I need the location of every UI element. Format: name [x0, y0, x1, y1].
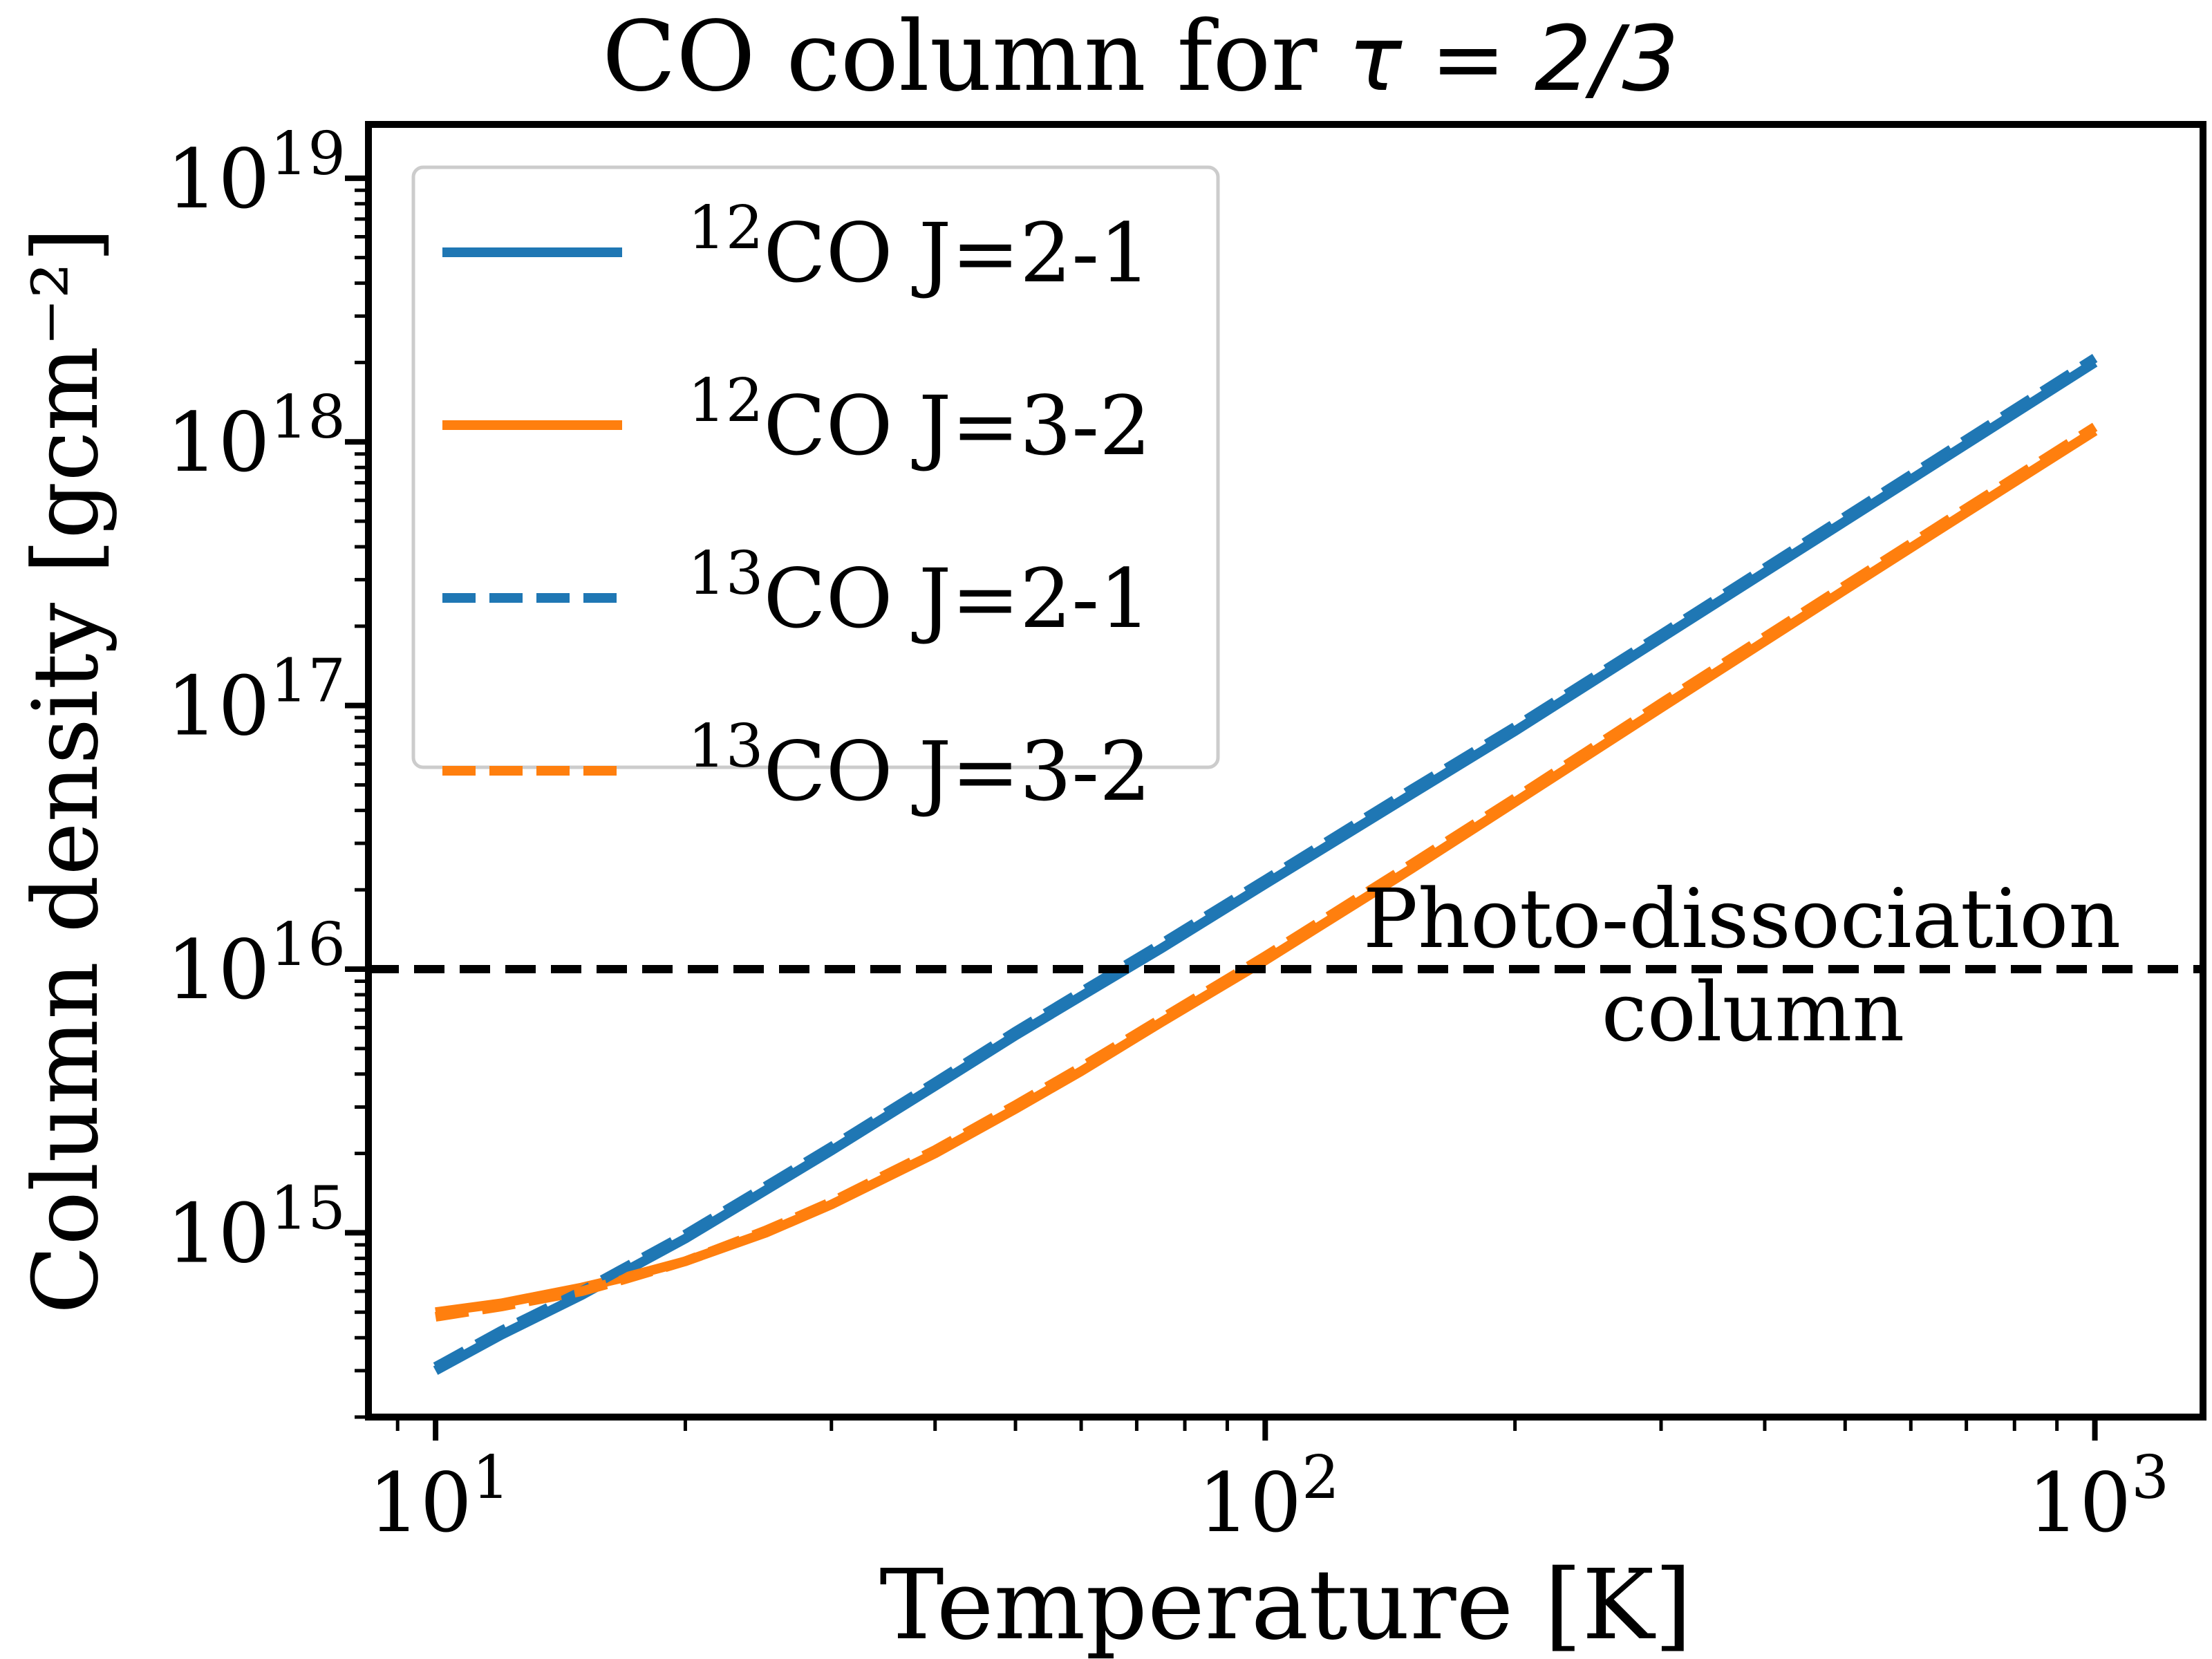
title-math: τ = 2/3 — [1348, 6, 1679, 111]
y-tick-label: 1017 — [166, 647, 346, 754]
x-tick-label-base: 10 — [368, 1455, 472, 1550]
y-tick-label-base: 10 — [166, 922, 270, 1018]
legend-label-isotope: 13 — [688, 712, 763, 781]
x-tick-label: 103 — [2027, 1443, 2169, 1550]
y-tick-label: 1016 — [166, 910, 346, 1018]
title-text: CO column for — [602, 1, 1348, 113]
x-tick-label: 101 — [368, 1443, 510, 1550]
x-tick-label-exponent: 1 — [472, 1443, 510, 1512]
chart-title: CO column for τ = 2/3 — [602, 1, 1679, 113]
legend-label-isotope: 12 — [688, 194, 763, 263]
x-tick-label-base: 10 — [2027, 1455, 2131, 1550]
legend-label-4: 13CO J=3-2 — [688, 712, 1151, 819]
y-tick-label-exponent: 18 — [270, 383, 346, 452]
x-axis-label: Temperature [K] — [879, 1549, 1692, 1659]
series-line-3 — [433, 353, 2098, 1371]
y-tick-label-exponent: 15 — [270, 1174, 346, 1243]
y-tick-label-base: 10 — [166, 1185, 270, 1281]
legend-label-2: 12CO J=3-2 — [688, 366, 1151, 474]
y-tick-label-base: 10 — [166, 131, 270, 227]
plot-frame — [365, 121, 2206, 1421]
x-tick-label-exponent: 2 — [1302, 1443, 1340, 1512]
y-tick-label-exponent: 19 — [270, 120, 346, 189]
legend-label-text: CO J=3-2 — [763, 724, 1151, 819]
series-line-4 — [435, 422, 2098, 1322]
legend-label-isotope: 12 — [688, 366, 763, 435]
legend-label-text: CO J=2-1 — [763, 205, 1151, 301]
annotation-line-1: Photo-dissociation — [1363, 871, 2121, 966]
annotation-line-2: column — [1602, 964, 1905, 1060]
y-tick-label-base: 10 — [166, 395, 270, 490]
legend-label-3: 13CO J=2-1 — [688, 539, 1151, 646]
legend-label-isotope: 13 — [688, 539, 763, 608]
legend-label-text: CO J=3-2 — [763, 378, 1151, 474]
y-tick-label-base: 10 — [166, 659, 270, 754]
y-tick-label: 1019 — [166, 120, 346, 227]
legend-label-text: CO J=2-1 — [763, 551, 1151, 646]
y-tick-label-exponent: 16 — [270, 910, 346, 980]
legend-frame — [411, 165, 1220, 769]
y-axis-label: Column density [gcm⁻²] — [13, 227, 118, 1314]
x-tick-label: 102 — [1198, 1443, 1340, 1550]
data-lines — [433, 353, 2098, 1375]
y-tick-label: 1015 — [166, 1174, 346, 1281]
x-tick-label-base: 10 — [1198, 1455, 1302, 1550]
x-tick-label-exponent: 3 — [2131, 1443, 2169, 1512]
legend-label-1: 12CO J=2-1 — [688, 194, 1151, 301]
y-tick-label: 1018 — [166, 383, 346, 490]
y-tick-label-exponent: 17 — [270, 647, 346, 716]
